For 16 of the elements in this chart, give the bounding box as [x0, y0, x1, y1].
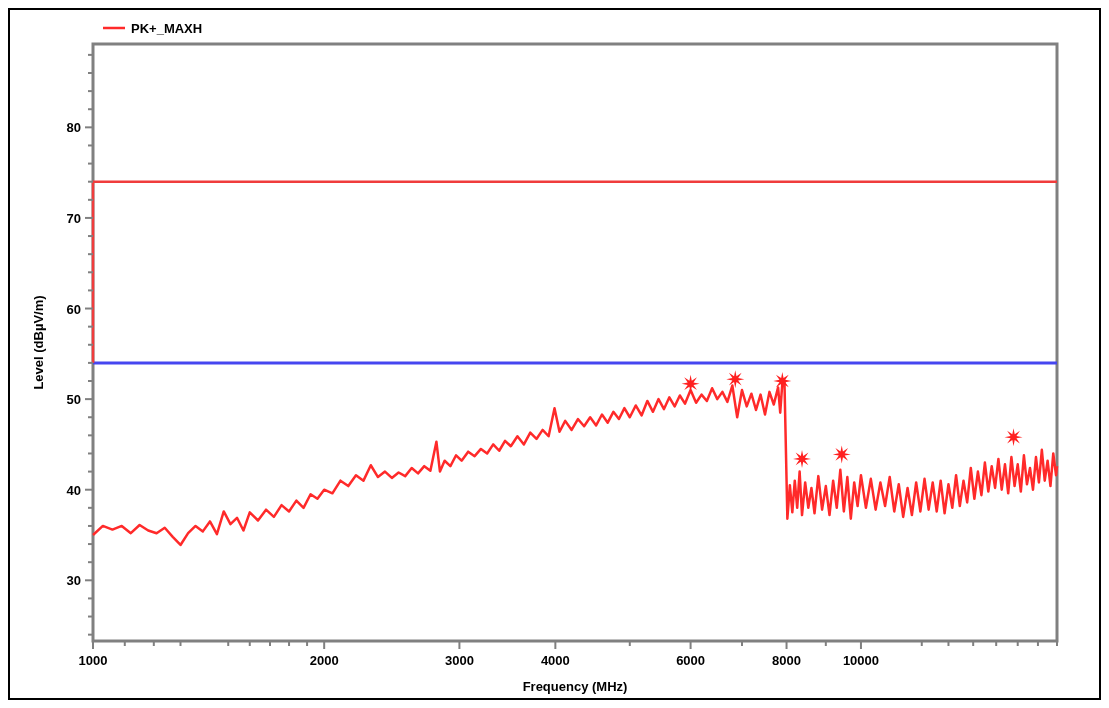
- x-axis-title: Frequency (MHz): [522, 679, 628, 694]
- x-tick-label: 6000: [676, 653, 706, 668]
- y-tick-label: 50: [66, 392, 81, 408]
- legend-label: PK+_MAXH: [131, 21, 203, 36]
- x-tick-label: 2000: [309, 653, 339, 668]
- y-tick-label: 40: [66, 482, 81, 498]
- y-tick-label: 70: [66, 210, 81, 226]
- y-tick-label: 30: [66, 573, 81, 589]
- x-tick-label: 4000: [540, 653, 570, 668]
- x-tick-label: 8000: [772, 653, 801, 668]
- y-axis-title: Level (dBµV/m): [31, 295, 46, 390]
- x-tick-label: 10000: [842, 653, 880, 668]
- y-tick-label: 80: [66, 120, 81, 136]
- x-tick-label: 3000: [444, 653, 474, 668]
- y-tick-label: 60: [66, 301, 81, 317]
- x-tick-label: 1000: [78, 653, 108, 668]
